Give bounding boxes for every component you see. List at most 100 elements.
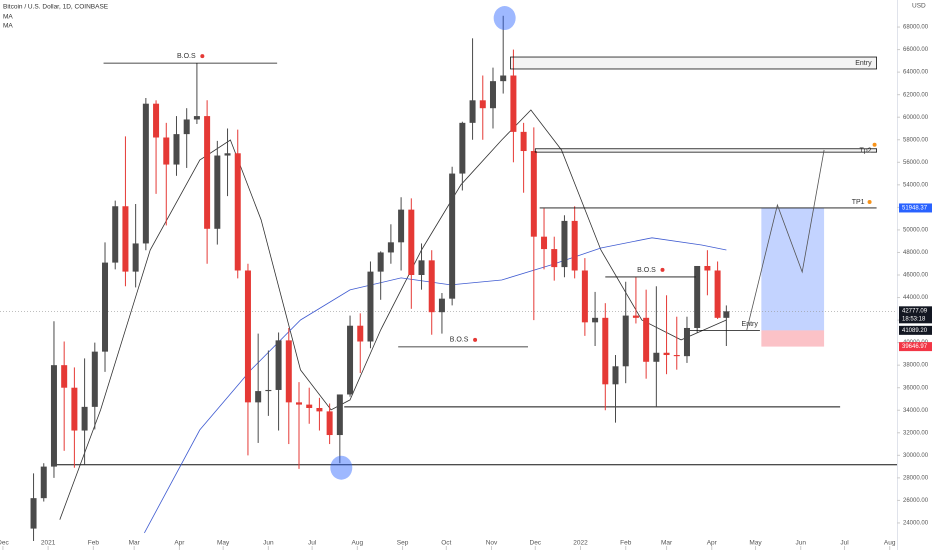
candle-body [265, 389, 272, 392]
x-tick-label: 2021 [41, 540, 56, 547]
candle-body [408, 209, 415, 275]
candle-body [612, 366, 619, 385]
candle-body [142, 103, 149, 244]
candle-body [367, 271, 374, 342]
y-tick-label: 58000.00 [903, 137, 929, 143]
candle-body [571, 220, 578, 271]
candle-body [622, 315, 629, 367]
countdown-label: 18:53:18 [902, 316, 926, 322]
candle-body [316, 407, 323, 412]
candle-body [234, 153, 241, 271]
y-tick-label: 66000.00 [903, 47, 929, 53]
x-tick-label: Aug [352, 540, 364, 547]
price-label-bg [899, 342, 932, 352]
highlight [330, 455, 353, 480]
x-tick-label: Aug [884, 540, 896, 547]
y-tick-label: 32000.00 [903, 430, 929, 436]
x-tick-label: Dec [530, 540, 542, 547]
candle-body [40, 466, 47, 499]
candle-body [653, 352, 660, 362]
legend-entry: MA [3, 14, 13, 21]
candle-body [530, 151, 537, 237]
target-label: TP1 [852, 199, 865, 206]
position-loss [761, 330, 825, 347]
y-tick-label: 56000.00 [903, 160, 929, 166]
price-label-bg [899, 325, 932, 335]
candle-body [387, 242, 394, 253]
y-tick-label: 34000.00 [903, 408, 929, 414]
price-label: 39646.97 [902, 344, 928, 350]
candle-body [296, 402, 302, 405]
candle-body [632, 315, 639, 318]
candle-body [255, 391, 262, 403]
candle-body [663, 352, 670, 356]
candle-body [183, 119, 190, 135]
candle-body [132, 243, 139, 272]
zone-label: Entry [855, 60, 872, 67]
y-tick-label: 60000.00 [903, 115, 929, 121]
moving-average [59, 109, 727, 520]
zone [510, 56, 877, 70]
candle-body [581, 270, 588, 323]
phone-icon [660, 267, 665, 272]
candle-body [673, 355, 680, 357]
candle-body [112, 206, 119, 263]
candle-body [694, 265, 701, 328]
y-tick-label: 30000.00 [903, 453, 929, 459]
y-tick-label: 64000.00 [903, 70, 929, 76]
candle-body [683, 327, 690, 357]
price-label-bg [899, 203, 932, 213]
price-label: 41089.20 [902, 328, 928, 334]
phone-icon [200, 54, 205, 59]
price-label: 42777.09 [902, 308, 928, 314]
candle-body [489, 81, 496, 109]
y-tick-label: 44000.00 [903, 295, 929, 301]
candle-body [173, 134, 180, 165]
x-tick-label: May [749, 540, 762, 547]
x-tick-label: Sep [397, 540, 409, 547]
chart-title: Bitcoin / U.S. Dollar, 1D, COINBASE [3, 4, 109, 11]
candle-body [153, 103, 160, 138]
candle-body [520, 131, 527, 152]
candle-body [561, 220, 568, 268]
candle-body [357, 325, 364, 342]
candle-body [336, 394, 343, 436]
candle-body [102, 262, 109, 352]
entry-label: Entry [742, 321, 759, 328]
candle-body [224, 153, 231, 156]
candle-body [398, 209, 405, 243]
y-tick-label: 24000.00 [903, 521, 929, 527]
y-tick-label: 68000.00 [903, 25, 929, 31]
x-tick-label: Mar [129, 540, 141, 547]
zone [534, 148, 877, 153]
candle-body [500, 75, 507, 82]
candle-body [704, 265, 711, 271]
candle-body [479, 100, 486, 109]
position-profit [761, 207, 825, 331]
candle-body [71, 387, 78, 431]
x-tick-label: 2022 [573, 540, 588, 547]
x-tick-label: Jul [840, 540, 849, 547]
bos-label: B.O.S [450, 337, 469, 344]
candle-body [643, 317, 650, 362]
price-label: 51948.37 [902, 206, 928, 212]
candle-body [81, 406, 88, 431]
candle-body [275, 340, 282, 390]
candle-body [551, 249, 558, 268]
candle-body [214, 155, 221, 229]
x-tick-label: Dec [0, 540, 9, 547]
x-tick-label: Apr [707, 540, 718, 547]
candle-body [285, 340, 292, 403]
candle-body [541, 236, 548, 250]
x-tick-label: Jun [795, 540, 806, 547]
candle-body [204, 116, 211, 229]
flame-icon [867, 199, 872, 204]
flame-icon [872, 142, 877, 147]
y-tick-label: 36000.00 [903, 385, 929, 391]
x-tick-label: Feb [620, 540, 632, 547]
candle-body [510, 75, 517, 132]
candle-body [428, 260, 435, 313]
